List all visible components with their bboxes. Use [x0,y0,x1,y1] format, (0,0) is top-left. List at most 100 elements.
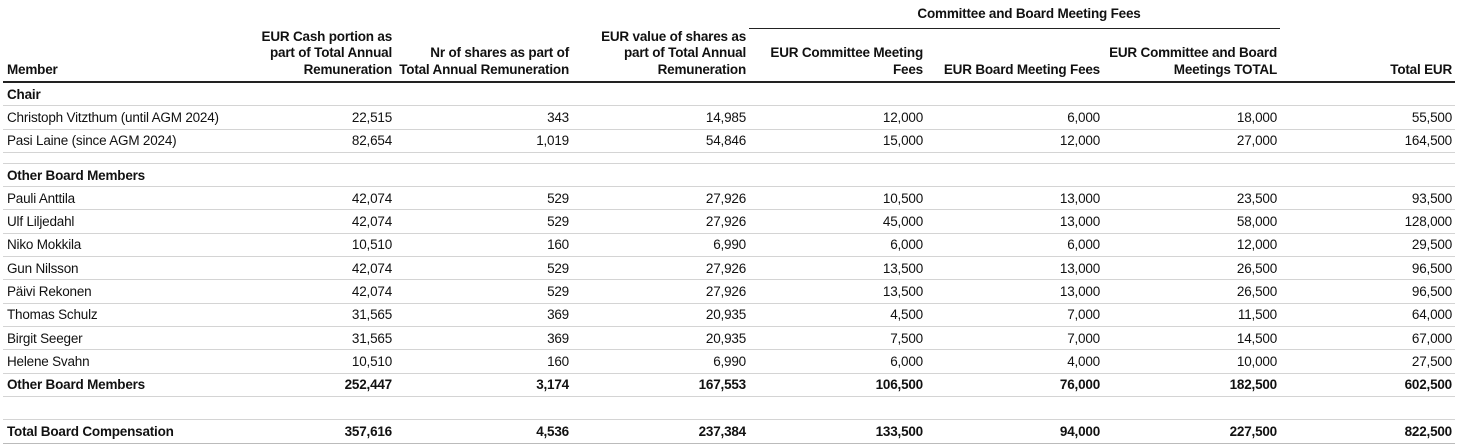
cell-share-value: 14,985 [572,105,749,130]
table-row: Helene Svahn 10,510 160 6,990 6,000 4,000 10,0… [3,349,1455,374]
cell-nr-shares: 160 [395,349,572,374]
cell-total-eur: 602,500 [1280,373,1455,397]
cell-member: Total Board Compensation [3,419,233,444]
cell-cash-portion: 31,565 [233,326,395,351]
table-row: Thomas Schulz 31,565 369 20,935 4,500 7,000 11… [3,303,1455,327]
header-total-eur: Total EUR [1280,28,1455,83]
cell-committee-fees: 6,000 [749,349,926,374]
cell-member: Pauli Anttila [3,186,233,211]
cell-meetings-total: 18,000 [1103,105,1280,130]
cell-board-fees: 12,000 [926,129,1103,153]
cell-nr-shares: 160 [395,233,572,258]
cell-total-eur: 164,500 [1280,129,1455,153]
cell-member: Päivi Rekonen [3,279,233,304]
cell-committee-fees: 4,500 [749,303,926,327]
cell-member: Birgit Seeger [3,326,233,351]
cell-board-fees: 7,000 [926,326,1103,351]
cell-cash-portion: 31,565 [233,303,395,327]
cell-cash-portion: 82,654 [233,129,395,153]
cell-total-eur: 822,500 [1280,419,1455,444]
cell-total-eur: 128,000 [1280,209,1455,234]
cell-total-eur: 96,500 [1280,279,1455,304]
spacer-row [3,152,1455,164]
cell-nr-shares: 369 [395,303,572,327]
cell-share-value: 6,990 [572,233,749,258]
cell-board-fees: 76,000 [926,373,1103,397]
cell-member: Helene Svahn [3,349,233,374]
table-row: Pasi Laine (since AGM 2024) 82,654 1,019 54… [3,129,1455,153]
cell-total-eur: 27,500 [1280,349,1455,374]
cell-nr-shares: 529 [395,279,572,304]
cell-share-value: 6,990 [572,349,749,374]
cell-member: Gun Nilsson [3,256,233,281]
cell-board-fees: 4,000 [926,349,1103,374]
cell-board-fees: 13,000 [926,256,1103,281]
group-header-row: Committee and Board Meeting Fees [3,0,1455,29]
cell-nr-shares: 369 [395,326,572,351]
header-committee-fees: EUR Committee Meeting Fees [749,28,926,83]
cell-share-value: 27,926 [572,209,749,234]
header-cash-portion: EUR Cash portion as part of Total Annual… [233,28,395,83]
cell-total-eur: 55,500 [1280,105,1455,130]
cell-total-eur: 29,500 [1280,233,1455,258]
cell-nr-shares: 1,019 [395,129,572,153]
cell-total-eur: 96,500 [1280,256,1455,281]
cell-committee-fees: 13,500 [749,256,926,281]
cell-cash-portion: 10,510 [233,349,395,374]
cell-meetings-total: 26,500 [1103,279,1280,304]
cell-cash-portion: 42,074 [233,279,395,304]
cell-committee-fees: 12,000 [749,105,926,130]
cell-share-value: 27,926 [572,279,749,304]
cell-meetings-total: 23,500 [1103,186,1280,211]
cell-meetings-total: 27,000 [1103,129,1280,153]
table-row: Gun Nilsson 42,074 529 27,926 13,500 13,000 26… [3,256,1455,281]
group-header: Committee and Board Meeting Fees [917,5,1141,21]
cell-member: Niko Mokkila [3,233,233,258]
cell-board-fees: 94,000 [926,419,1103,444]
cell-committee-fees: 15,000 [749,129,926,153]
table-row: Birgit Seeger 31,565 369 20,935 7,500 7,000 14… [3,326,1455,351]
cell-committee-fees: 10,500 [749,186,926,211]
cell-board-fees: 13,000 [926,186,1103,211]
cell-meetings-total: 12,000 [1103,233,1280,258]
cell-meetings-total: 227,500 [1103,419,1280,444]
cell-cash-portion: 22,515 [233,105,395,130]
cell-board-fees: 7,000 [926,303,1103,327]
table-row: Päivi Rekonen 42,074 529 27,926 13,500 13,000… [3,279,1455,304]
header-board-fees: EUR Board Meeting Fees [926,28,1103,83]
total-row: Total Board Compensation 357,616 4,536 237,… [3,419,1455,444]
cell-total-eur: 93,500 [1280,186,1455,211]
cell-share-value: 20,935 [572,326,749,351]
cell-total-eur: 67,000 [1280,326,1455,351]
cell-member: Christoph Vitzthum (until AGM 2024) [3,105,233,130]
table-row: Niko Mokkila 10,510 160 6,990 6,000 6,000 12,0… [3,233,1455,258]
section-header: Other Board Members [3,163,1455,188]
cell-meetings-total: 26,500 [1103,256,1280,281]
cell-nr-shares: 529 [395,186,572,211]
cell-cash-portion: 10,510 [233,233,395,258]
cell-cash-portion: 42,074 [233,256,395,281]
cell-meetings-total: 58,000 [1103,209,1280,234]
cell-meetings-total: 182,500 [1103,373,1280,397]
cell-nr-shares: 3,174 [395,373,572,397]
cell-share-value: 27,926 [572,186,749,211]
cell-total-eur: 64,000 [1280,303,1455,327]
cell-member: Other Board Members [3,373,233,397]
cell-board-fees: 6,000 [926,105,1103,130]
cell-committee-fees: 6,000 [749,233,926,258]
cell-board-fees: 6,000 [926,233,1103,258]
cell-member: Ulf Liljedahl [3,209,233,234]
subtotal-row: Other Board Members 252,447 3,174 167,553 10… [3,373,1455,397]
cell-share-value: 167,553 [572,373,749,397]
cell-committee-fees: 7,500 [749,326,926,351]
table-row: Christoph Vitzthum (until AGM 2024) 22,51… [3,105,1455,130]
header-meetings-total: EUR Committee and Board Meetings TOTAL [1103,28,1280,83]
cell-board-fees: 13,000 [926,209,1103,234]
cell-committee-fees: 133,500 [749,419,926,444]
cell-share-value: 20,935 [572,303,749,327]
spacer-row [3,396,1455,420]
header-share-value: EUR value of shares as part of Total Ann… [572,28,749,83]
cell-cash-portion: 357,616 [233,419,395,444]
cell-committee-fees: 106,500 [749,373,926,397]
table-row: Ulf Liljedahl 42,074 529 27,926 45,000 13,000… [3,209,1455,234]
